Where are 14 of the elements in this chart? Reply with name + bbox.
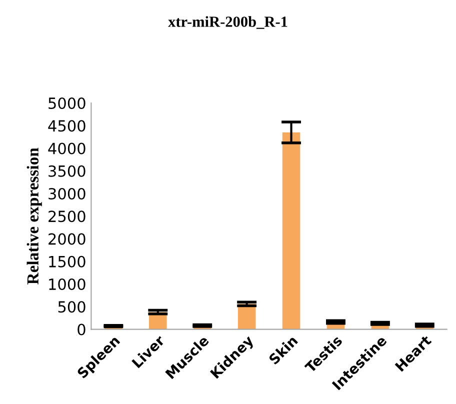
y-tick-label: 4000 (48, 142, 86, 154)
y-tick-label: 3000 (48, 188, 86, 200)
y-tick-label: 2500 (48, 210, 86, 222)
y-tick-label: 2000 (48, 233, 86, 245)
y-tick-label: 0 (78, 324, 86, 336)
y-tick-label: 1000 (49, 278, 86, 290)
y-tick-label: 500 (58, 301, 86, 313)
y-axis-title: Relative expression (26, 148, 42, 284)
chart-title: xtr-miR-200b_R-1 (168, 16, 288, 29)
y-tick-label: 5000 (48, 97, 86, 110)
bar (282, 132, 300, 330)
y-tick-label: 1500 (49, 256, 86, 268)
y-tick-label: 3500 (48, 165, 86, 177)
y-tick-label: 4500 (48, 120, 86, 132)
